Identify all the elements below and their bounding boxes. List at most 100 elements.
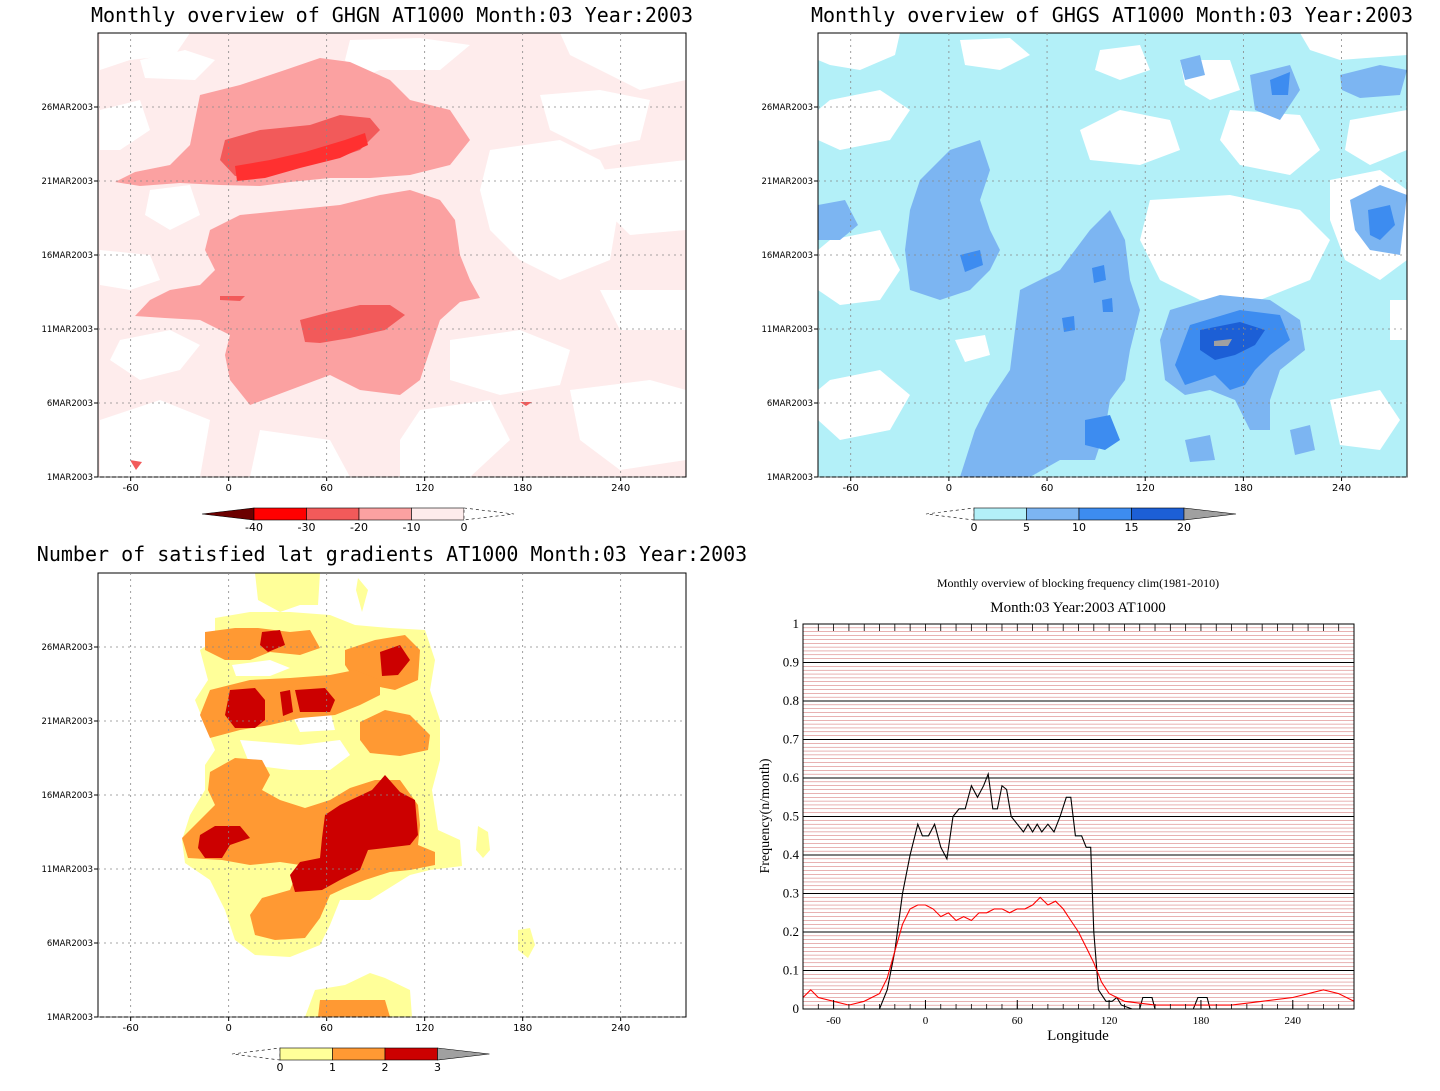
ghgn-colorbar-swatch [411, 507, 465, 521]
line-chart-subtitle: Month:03 Year:2003 AT1000 [990, 600, 1165, 616]
ghgn-xtick-label: -60 [122, 483, 138, 494]
nsat-xtick-label: 0 [225, 1023, 231, 1034]
line-chart-xlabel: Longitude [1047, 1028, 1109, 1044]
line-chart-series-black [803, 771, 1354, 1010]
nsat-colorbar-label: 3 [434, 1061, 441, 1074]
line-chart-ylabel: Frequency(n/month) [758, 758, 773, 873]
nsat-colorbar: 0 1 2 3 [231, 1047, 490, 1074]
ghgs-xtick-label: 0 [946, 483, 952, 494]
ghgn-ytick-label: 1MAR2003 [47, 473, 93, 483]
ghgs-axes: -60 0 60 120 180 240 1MAR2003 6MAR2003 11MAR2003… [761, 33, 1407, 494]
line-chart-ytick-label: 0.5 [783, 809, 799, 824]
ghgn-xtick-label: 0 [225, 483, 231, 494]
ghgs-ytick-label: 26MAR2003 [761, 103, 813, 113]
ghgs-xtick-label: 180 [1234, 483, 1253, 494]
line-chart-ytick-label: 0.1 [783, 963, 799, 978]
ghgn-title: Monthly overview of GHGN AT1000 Month:03… [91, 3, 693, 27]
nsat-xtick-label: -60 [122, 1023, 138, 1034]
ghgs-colorbar-swatch [1131, 507, 1185, 521]
ghgn-xtick-label: 240 [611, 483, 630, 494]
ghgs-colorbar-swatch [1078, 507, 1132, 521]
ghgn-colorbar-swatch [358, 507, 412, 521]
nsat-colorbar-swatch [384, 1047, 438, 1061]
line-chart-ytick-label: 0.9 [783, 655, 799, 670]
ghgn-colorbar-swatch [306, 507, 360, 521]
ghgs-ytick-label: 6MAR2003 [767, 399, 813, 409]
nsat-ytick-label: 1MAR2003 [47, 1013, 93, 1023]
ghgs-colorbar-swatch [1026, 507, 1080, 521]
ghgs-ytick-label: 16MAR2003 [761, 251, 813, 261]
ghgn-colorbar-label: 0 [461, 521, 468, 534]
ghgs-title: Monthly overview of GHGS AT1000 Month:03… [811, 3, 1413, 27]
ghgn-colorbar-swatch [253, 507, 307, 521]
ghgn-colorbar-label: -10 [403, 521, 421, 534]
ghgn-xtick-label: 180 [513, 483, 532, 494]
ghgs-xtick-label: 60 [1041, 483, 1054, 494]
nsat-xtick-label: 240 [611, 1023, 630, 1034]
ghgs-colorbar-label: 20 [1177, 521, 1191, 534]
nsat-ytick-label: 21MAR2003 [41, 717, 93, 727]
nsat-ytick-label: 6MAR2003 [47, 939, 93, 949]
ghgs-colorbar-swatch [1183, 507, 1237, 521]
ghgs-colorbar-label: 0 [971, 521, 978, 534]
nsat-colorbar-swatch [332, 1047, 386, 1061]
nsat-ytick-label: 16MAR2003 [41, 791, 93, 801]
ghgn-ytick-label: 21MAR2003 [41, 177, 93, 187]
ghgs-colorbar: 0 5 10 15 20 [925, 507, 1237, 534]
nsat-colorbar-swatch [279, 1047, 333, 1061]
ghgn-ytick-label: 16MAR2003 [41, 251, 93, 261]
line-chart-ytick-label: 0.6 [783, 770, 800, 785]
ghgs-colorbar-swatch [973, 507, 1027, 521]
nsat-ytick-label: 26MAR2003 [41, 643, 93, 653]
ghgs-colorbar-swatch [925, 507, 975, 521]
ghgs-xtick-label: -60 [843, 483, 859, 494]
line-chart-series-red [802, 896, 1355, 1006]
nsat-colorbar-swatch [437, 1047, 490, 1061]
line-chart-ytick-label: 0.7 [783, 732, 800, 747]
line-chart-xtick-label: -60 [826, 1015, 841, 1027]
ghgn-xtick-label: 120 [415, 483, 434, 494]
nsat-xtick-label: 60 [320, 1023, 333, 1034]
ghgn-colorbar: -40 -30 -20 -10 0 [201, 507, 515, 534]
line-chart-series [802, 771, 1355, 1010]
ghgs-panel: Monthly overview of GHGS AT1000 Month:03… [761, 3, 1413, 534]
ghgs-ytick-label: 11MAR2003 [761, 325, 813, 335]
line-chart-title: Monthly overview of blocking frequency c… [937, 576, 1219, 590]
line-chart-xtick-label: 120 [1101, 1015, 1118, 1027]
nsat-ytick-label: 11MAR2003 [41, 865, 93, 875]
nsat-axes: -60 0 60 120 180 240 1MAR2003 6MAR2003 11MAR2003… [41, 573, 686, 1034]
ghgn-ytick-label: 26MAR2003 [41, 103, 93, 113]
ghgn-colorbar-label: -40 [245, 521, 263, 534]
line-chart-xtick-label: 180 [1193, 1015, 1210, 1027]
line-chart-xtick-label: 240 [1285, 1015, 1302, 1027]
nsat-title: Number of satisfied lat gradients AT1000… [37, 542, 747, 566]
ghgn-colorbar-label: -30 [298, 521, 316, 534]
ghgn-panel: Monthly overview of GHGN AT1000 Month:03… [41, 3, 693, 534]
blocking-line-chart: Monthly overview of blocking frequency c… [758, 576, 1355, 1044]
line-chart-ytick-label: 0 [793, 1001, 800, 1016]
line-chart-ytick-label: 1 [793, 616, 800, 631]
line-chart-xtick-label: 60 [1012, 1015, 1024, 1027]
line-chart-ytick-label: 0.3 [783, 886, 799, 901]
nsat-colorbar-label: 0 [277, 1061, 284, 1074]
ghgs-colorbar-label: 5 [1023, 521, 1030, 534]
ghgn-colorbar-swatch [463, 507, 515, 521]
ghgs-ytick-label: 1MAR2003 [767, 473, 813, 483]
line-chart-ytick-label: 0.8 [783, 693, 799, 708]
line-chart-grid [803, 623, 1354, 1010]
ghgs-xtick-label: 120 [1136, 483, 1155, 494]
ghgs-xtick-label: 240 [1332, 483, 1351, 494]
ghgn-ytick-label: 6MAR2003 [47, 399, 93, 409]
nsat-colorbar-label: 1 [329, 1061, 336, 1074]
nsat-xtick-label: 120 [415, 1023, 434, 1034]
nsat-colorbar-swatch [231, 1047, 281, 1061]
line-chart-xtick-label: 0 [923, 1015, 929, 1027]
ghgn-colorbar-swatch [201, 507, 255, 521]
ghgs-colorbar-label: 15 [1125, 521, 1139, 534]
ghgn-ytick-label: 11MAR2003 [41, 325, 93, 335]
ghgs-colorbar-label: 10 [1072, 521, 1086, 534]
ghgn-xtick-label: 60 [320, 483, 333, 494]
ghgn-colorbar-label: -20 [350, 521, 368, 534]
nsat-panel: Number of satisfied lat gradients AT1000… [37, 542, 747, 1074]
